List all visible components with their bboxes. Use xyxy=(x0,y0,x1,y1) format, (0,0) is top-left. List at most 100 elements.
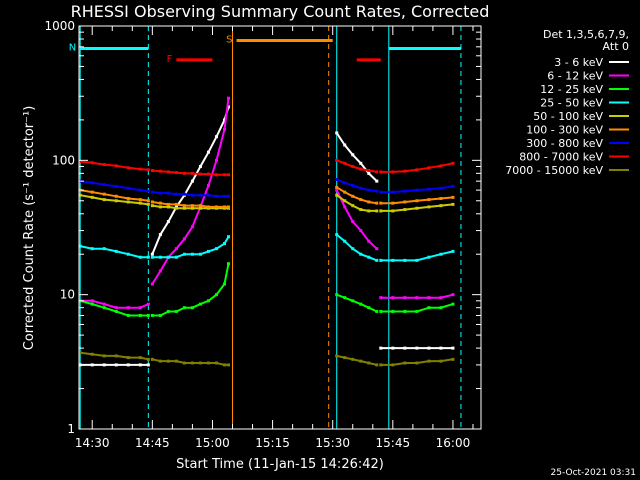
time-markers xyxy=(79,26,462,429)
series-6-point-3-2 xyxy=(403,189,407,193)
series-4-point-0-3 xyxy=(114,199,118,203)
series-2-point-2-1 xyxy=(343,296,347,300)
series-0-point-3-4 xyxy=(427,346,431,350)
series-3-point-0-3 xyxy=(114,249,118,253)
series-0-point-0-1 xyxy=(90,363,94,367)
series-3-point-2-2 xyxy=(351,247,355,251)
series-0-point-0-4 xyxy=(126,363,130,367)
series-4-point-2-2 xyxy=(351,204,355,208)
series-3-point-1-1 xyxy=(158,255,162,259)
series-3-point-2-1 xyxy=(343,239,347,243)
legend-label-4: 50 - 100 keV xyxy=(533,110,603,123)
series-7-point-0-4 xyxy=(126,166,130,170)
series-1-point-3-1 xyxy=(391,296,395,300)
series-3-point-3-1 xyxy=(391,258,395,262)
series-3-segment-1 xyxy=(152,236,230,259)
series-6-point-1-4 xyxy=(182,192,186,196)
series-6-point-2-4 xyxy=(367,188,371,192)
series-2-point-1-6 xyxy=(198,302,202,306)
series-5-point-3-1 xyxy=(391,201,395,205)
series-2-point-1-8 xyxy=(214,293,218,297)
series-2-point-0-1 xyxy=(90,302,94,306)
plot-frame xyxy=(78,25,482,430)
series-4-point-0-5 xyxy=(138,201,142,205)
series-4-point-0-1 xyxy=(90,195,94,199)
series-1-point-2-1 xyxy=(343,205,347,209)
series-5-point-1-7 xyxy=(206,205,210,209)
series-8-point-1-1 xyxy=(158,359,162,363)
series-4-point-3-0 xyxy=(379,209,383,213)
marker-label-3: F xyxy=(167,54,173,65)
series-1-point-1-7 xyxy=(206,183,210,187)
series-0-point-2-4 xyxy=(367,171,371,175)
series-8-point-2-1 xyxy=(343,356,347,360)
x-tick-label-3: 15:15 xyxy=(255,436,290,450)
series-1-point-2-5 xyxy=(375,247,379,251)
series-0-point-1-10 xyxy=(226,105,230,109)
series-6-point-3-5 xyxy=(439,186,443,190)
series-5-point-3-0 xyxy=(379,201,383,205)
series-6-point-1-1 xyxy=(158,191,162,195)
series-6-point-1-5 xyxy=(190,193,194,197)
series-4-point-1-0 xyxy=(150,204,154,208)
series-3-point-2-5 xyxy=(375,258,379,262)
series-3-point-3-3 xyxy=(415,258,419,262)
series-4-point-0-6 xyxy=(146,202,150,206)
series-6-point-3-4 xyxy=(427,187,431,191)
series-4-point-0-0 xyxy=(78,193,82,197)
series-3-point-0-2 xyxy=(102,247,106,251)
series-2-point-3-1 xyxy=(391,309,395,313)
series-7-point-1-6 xyxy=(198,172,202,176)
series-1-point-2-2 xyxy=(351,220,355,224)
series-8-point-2-0 xyxy=(335,354,339,358)
series-7-point-3-2 xyxy=(403,169,407,173)
legend-label-5: 100 - 300 keV xyxy=(526,124,603,137)
series-5-point-1-5 xyxy=(190,204,194,208)
series-0-point-3-6 xyxy=(451,346,455,350)
series-6-point-2-5 xyxy=(375,189,379,193)
series-2-point-1-3 xyxy=(174,309,178,313)
series-7-point-2-2 xyxy=(351,164,355,168)
y-tick-label-2: 100 xyxy=(52,153,75,167)
series-7-point-0-0 xyxy=(78,160,82,164)
series-8-point-2-2 xyxy=(351,357,355,361)
series-4-point-1-2 xyxy=(166,205,170,209)
series-6-point-1-6 xyxy=(198,193,202,197)
series-0-point-0-6 xyxy=(146,363,150,367)
series-4-point-1-6 xyxy=(198,206,202,210)
series-0-point-2-2 xyxy=(351,153,355,157)
series-0-point-3-5 xyxy=(439,346,443,350)
series-3-point-1-10 xyxy=(226,235,230,239)
series-1-point-3-3 xyxy=(415,296,419,300)
series-2-point-2-4 xyxy=(367,306,371,310)
series-3-point-1-3 xyxy=(174,255,178,259)
x-tick-label-5: 15:45 xyxy=(376,436,411,450)
series-3-point-1-5 xyxy=(190,252,194,256)
series-6-point-0-2 xyxy=(102,183,106,187)
series-1-point-1-10 xyxy=(226,96,230,100)
series-0-segment-1 xyxy=(151,106,230,255)
series-1-point-0-3 xyxy=(114,306,118,310)
series-4-point-3-2 xyxy=(403,208,407,212)
series-2-point-0-5 xyxy=(138,313,142,317)
series-7-point-1-5 xyxy=(190,171,194,175)
series-1-point-0-2 xyxy=(102,302,106,306)
x-tick-label-2: 15:00 xyxy=(195,436,230,450)
series-1-point-0-5 xyxy=(138,306,142,310)
series-0-point-1-6 xyxy=(198,164,202,168)
series-4-point-2-0 xyxy=(335,193,339,197)
series-6-point-3-0 xyxy=(379,190,383,194)
series-3-point-2-0 xyxy=(335,233,339,237)
series-2-point-1-7 xyxy=(206,299,210,303)
series-0-point-1-8 xyxy=(214,135,218,139)
series-4-point-3-6 xyxy=(451,202,455,206)
series-6-point-0-4 xyxy=(126,186,130,190)
series-1-point-0-1 xyxy=(90,299,94,303)
series-5-point-0-1 xyxy=(90,190,94,194)
series-8-point-0-4 xyxy=(126,356,130,360)
series-5-point-2-3 xyxy=(359,198,363,202)
series-4-point-1-4 xyxy=(182,206,186,210)
series-3-point-0-4 xyxy=(126,252,130,256)
series-1-segment-1 xyxy=(151,98,230,285)
x-axis-label: Start Time (11-Jan-15 14:26:42) xyxy=(176,457,384,472)
